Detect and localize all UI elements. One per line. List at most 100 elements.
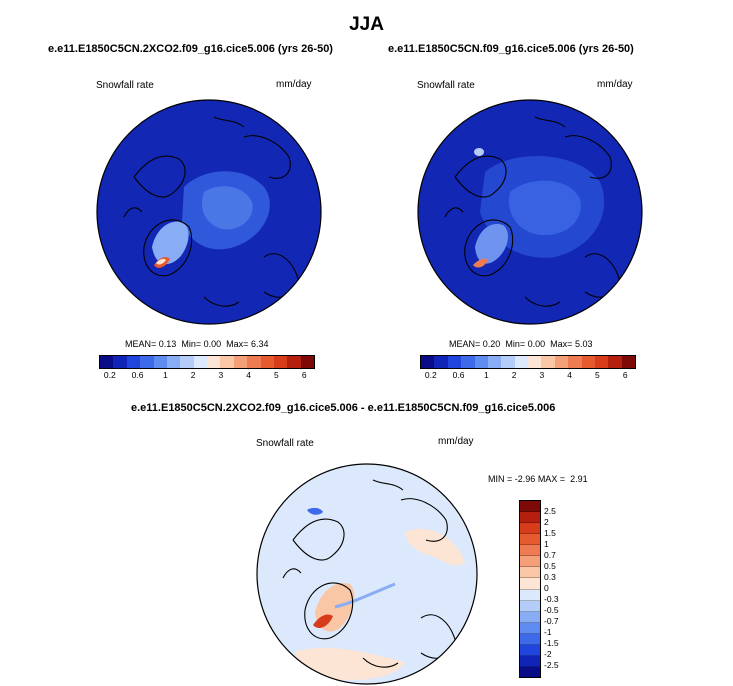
panel3-colorbar-tick-label: -1 — [544, 627, 552, 637]
panel3-variable-label: Snowfall rate — [256, 438, 314, 449]
panel3-colorbar-tick-label: -0.5 — [544, 605, 559, 615]
panel3-colorbar-swatch — [520, 578, 540, 590]
panel3-colorbar-tick-label: -2 — [544, 649, 552, 659]
panel2-colorbar-tick-label: 4 — [567, 370, 573, 380]
panel2-colorbar-tick-label: 2 — [511, 370, 517, 380]
panel3-colorbar-swatch — [520, 501, 540, 513]
panel2-colorbar-swatch — [421, 356, 435, 368]
panel3-colorbar-tick-label: -0.3 — [544, 594, 559, 604]
panel2-variable-label: Snowfall rate — [417, 80, 475, 91]
panel3-colorbar-swatch — [520, 556, 540, 568]
panel3-colorbar-tick-label: 1 — [544, 539, 549, 549]
panel3-colorbar-tick-label: -1.5 — [544, 638, 559, 648]
panel2-central-field — [508, 180, 581, 236]
panel3-colorbar-tick-label: 2 — [544, 517, 549, 527]
panel2-colorbar-tick-label: 0.6 — [452, 370, 465, 380]
panel2-units-label: mm/day — [597, 79, 633, 90]
panel3-colorbar-tick-label: 0.3 — [544, 572, 556, 582]
panel1-colorbar-tick-label: 6 — [301, 370, 307, 380]
panel1-colorbar-swatch — [166, 356, 181, 368]
panel2-colorbar-ticks: 0.2 0.6 1 2 3 4 5 6 — [420, 370, 636, 382]
panel2-colorbar-swatch — [528, 356, 542, 368]
panel3-colorbar-swatch — [520, 523, 540, 535]
panel2-colorbar-swatch — [514, 356, 528, 368]
panel3-positive-patch — [405, 528, 465, 566]
panel3-colorbar-swatch — [520, 655, 540, 667]
panel3-colorbar-swatch — [520, 622, 540, 634]
panel3-colorbar-swatch — [520, 633, 540, 645]
panel2-colorbar-swatch — [594, 356, 609, 368]
panel1-colorbar-swatch — [220, 356, 234, 368]
panel1-central-field — [202, 186, 253, 230]
panel1-colorbar-swatch — [287, 356, 301, 368]
panel2-map — [417, 99, 643, 325]
panel1-colorbar-tick-label: 1 — [162, 370, 168, 380]
panel2-colorbar-tick-label: 6 — [622, 370, 628, 380]
panel2-colorbar-swatch — [447, 356, 462, 368]
panel2-greenland-max — [473, 258, 488, 268]
panel2-colorbar — [420, 355, 636, 369]
panel1-colorbar-swatch — [180, 356, 194, 368]
panel1-colorbar-swatch — [300, 356, 314, 368]
panel2-colorbar-swatch — [621, 356, 635, 368]
panel2-colorbar-swatch — [541, 356, 555, 368]
panel2-title: e.e11.E1850C5CN.f09_g16.cice5.006 (yrs 2… — [388, 43, 634, 55]
panel2-colorbar-tick-label: 1 — [483, 370, 489, 380]
panel1-colorbar — [99, 355, 315, 369]
panel3-greenland-max — [313, 614, 333, 629]
panel2-coastlines — [444, 116, 621, 307]
panel2-colorbar-swatch — [581, 356, 595, 368]
panel1-colorbar-tick-label: 2 — [190, 370, 196, 380]
panel1-colorbar-swatch — [100, 356, 114, 368]
panel3-colorbar-ticks: 2.5 2 1.5 1 0.7 0.5 0.3 0 -0.3 -0.5 -0.7 -1 -1.5 -2 -2… — [544, 500, 574, 676]
panel1-colorbar-swatch — [153, 356, 167, 368]
panel3-colorbar-swatch — [520, 600, 540, 612]
panel3-colorbar-swatch — [520, 545, 540, 557]
panel3-units-label: mm/day — [438, 436, 474, 447]
panel2-colorbar-swatch — [487, 356, 502, 368]
panel3-colorbar-tick-label: -0.7 — [544, 616, 559, 626]
panel3-colorbar-swatch — [520, 589, 540, 601]
panel2-colorbar-swatch — [554, 356, 569, 368]
panel1-colorbar-tick-label: 0.6 — [131, 370, 144, 380]
panel3-title: e.e11.E1850C5CN.2XCO2.f09_g16.cice5.006 … — [131, 402, 556, 414]
panel1-colorbar-tick-label: 4 — [246, 370, 252, 380]
panel1-colorbar-swatch — [247, 356, 261, 368]
panel3-colorbar-tick-label: 0 — [544, 583, 549, 593]
panel1-colorbar-tick-label: 3 — [218, 370, 224, 380]
panel1-colorbar-tick-label: 0.2 — [103, 370, 116, 380]
panel2-colorbar-swatch — [608, 356, 622, 368]
panel2-colorbar-swatch — [568, 356, 582, 368]
panel1-colorbar-swatch — [193, 356, 207, 368]
panel3-negative-streak — [334, 582, 396, 609]
panel1-colorbar-tick-label: 5 — [274, 370, 279, 380]
panel1-stats: MEAN= 0.13 Min= 0.00 Max= 6.34 — [125, 339, 269, 349]
panel3-colorbar-swatch — [520, 644, 540, 656]
panel2-colorbar-swatch — [434, 356, 448, 368]
panel1-units-label: mm/day — [276, 79, 312, 90]
panel3-map — [256, 463, 478, 685]
panel3-positive-south — [295, 647, 405, 681]
panel2-colorbar-tick-label: 0.2 — [424, 370, 437, 380]
panel1-colorbar-swatch — [233, 356, 248, 368]
panel2-stats: MEAN= 0.20 Min= 0.00 Max= 5.03 — [449, 339, 593, 349]
panel3-colorbar-swatch — [520, 534, 540, 546]
panel1-colorbar-swatch — [260, 356, 274, 368]
panel1-colorbar-swatch — [140, 356, 154, 368]
panel1-colorbar-swatch — [273, 356, 288, 368]
panel3-negative-patch — [307, 507, 323, 515]
panel1-colorbar-swatch — [126, 356, 141, 368]
panel2-colorbar-swatch — [501, 356, 515, 368]
panel2-greenland-field — [475, 223, 508, 264]
panel2-local-max — [474, 148, 484, 156]
panel3-colorbar-tick-label: 1.5 — [544, 528, 556, 538]
figure-title: JJA — [349, 14, 384, 35]
panel3-background-field — [257, 464, 477, 684]
panel3-colorbar-tick-label: 2.5 — [544, 506, 556, 516]
panel2-colorbar-tick-label: 5 — [595, 370, 600, 380]
panel1-variable-label: Snowfall rate — [96, 80, 154, 91]
panel3-coastlines — [282, 479, 457, 668]
panel3-colorbar-swatch — [520, 611, 540, 623]
panel1-colorbar-swatch — [113, 356, 127, 368]
panel3-colorbar-tick-label: 0.5 — [544, 561, 556, 571]
